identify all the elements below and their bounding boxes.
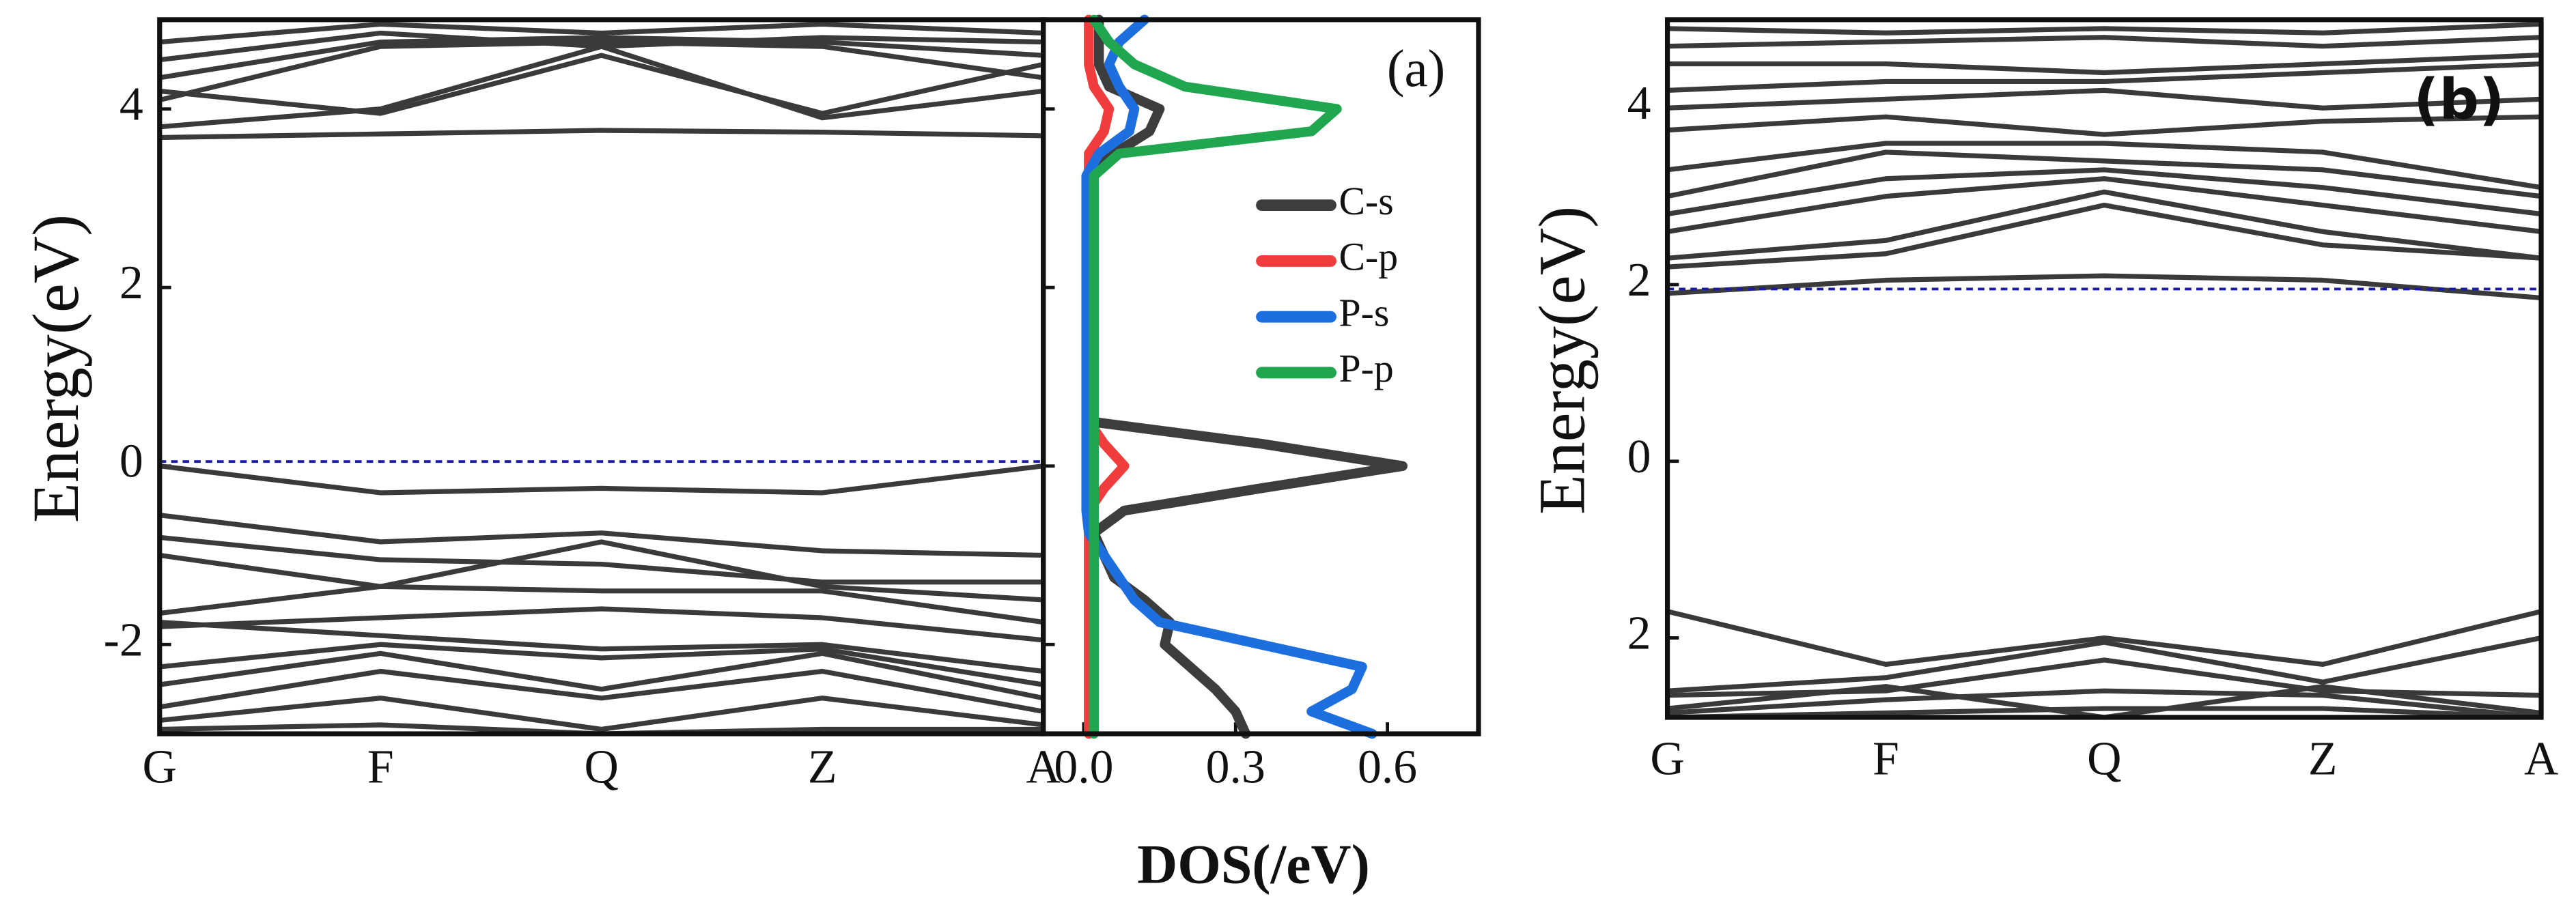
band-line: [1667, 141, 2542, 190]
x-tick-label: 0.3: [1206, 741, 1265, 793]
x-axis-label: DOS(/eV): [1137, 833, 1370, 895]
band-line: [159, 619, 1044, 674]
band-line: [1667, 114, 2542, 137]
y-tick-label: 4: [1627, 77, 1651, 130]
band-line: [159, 30, 1044, 63]
band-line: [1666, 609, 2542, 667]
band-line: [159, 650, 1044, 701]
plot-frame: [1664, 17, 2544, 720]
x-tick-label: 0.6: [1358, 741, 1417, 793]
band-line: [1667, 21, 2542, 35]
band-line: [1666, 176, 2542, 234]
panel-label: (a): [1387, 39, 1445, 98]
band-line: [1667, 53, 2542, 76]
band-line: [159, 35, 1044, 81]
dos-curve: [1089, 14, 1342, 739]
x-tick-label: G: [143, 741, 177, 793]
plot-frame: [1041, 17, 1481, 736]
y-tick-label: 2: [1627, 254, 1651, 306]
panel-label: (b): [2413, 68, 2504, 132]
band-line: [159, 539, 1044, 603]
band-line: [1667, 61, 2542, 93]
band-line: [1667, 706, 2542, 720]
band-line: [159, 584, 1044, 625]
legend-label: C-p: [1339, 236, 1399, 279]
legend-label: C-s: [1339, 180, 1394, 223]
y-tick-label: -2: [104, 614, 143, 666]
x-tick-label: 0.0: [1054, 741, 1113, 793]
band-line: [159, 513, 1044, 558]
band-line: [159, 463, 1044, 496]
y-tick-label: 0: [120, 435, 143, 488]
band-line: [159, 642, 1044, 687]
legend-label: P-s: [1339, 291, 1390, 334]
y-axis-label: Energy(eV): [19, 214, 92, 523]
band-line: [1667, 35, 2542, 49]
band-line: [1666, 149, 2542, 199]
band-line: [1667, 688, 2542, 720]
band-line: [159, 21, 1044, 45]
band-line: [159, 128, 1044, 141]
x-tick-label: Q: [585, 741, 619, 793]
band-line: [159, 534, 1044, 585]
dos-curve: [1081, 14, 1377, 739]
band-line: [1667, 273, 2542, 301]
band-line: [1667, 189, 2542, 261]
x-tick-label: A: [2524, 732, 2558, 785]
band-line: [159, 606, 1044, 643]
x-tick-label: F: [367, 741, 394, 793]
band-line: [1667, 87, 2542, 111]
y-tick-label: 4: [120, 78, 143, 131]
x-tick-label: Q: [2087, 732, 2121, 785]
x-tick-label: Z: [2308, 732, 2338, 785]
band-line: [159, 668, 1044, 714]
legend-label: P-p: [1339, 347, 1394, 390]
band-line: [1666, 167, 2542, 217]
x-tick-label: Z: [808, 741, 837, 793]
band-line: [1667, 635, 2542, 693]
y-tick-label: 2: [120, 257, 143, 309]
band-line: [159, 696, 1044, 732]
x-tick-label: A: [1026, 741, 1060, 793]
band-line: [159, 53, 1044, 116]
y-tick-label: 2: [1627, 607, 1651, 660]
x-tick-label: F: [1873, 732, 1899, 785]
y-axis-label: Energy(eV): [1525, 206, 1598, 515]
x-tick-label: G: [1650, 732, 1684, 785]
y-tick-label: 0: [1627, 431, 1651, 483]
band-line: [158, 39, 1044, 103]
band-line: [1667, 202, 2542, 270]
